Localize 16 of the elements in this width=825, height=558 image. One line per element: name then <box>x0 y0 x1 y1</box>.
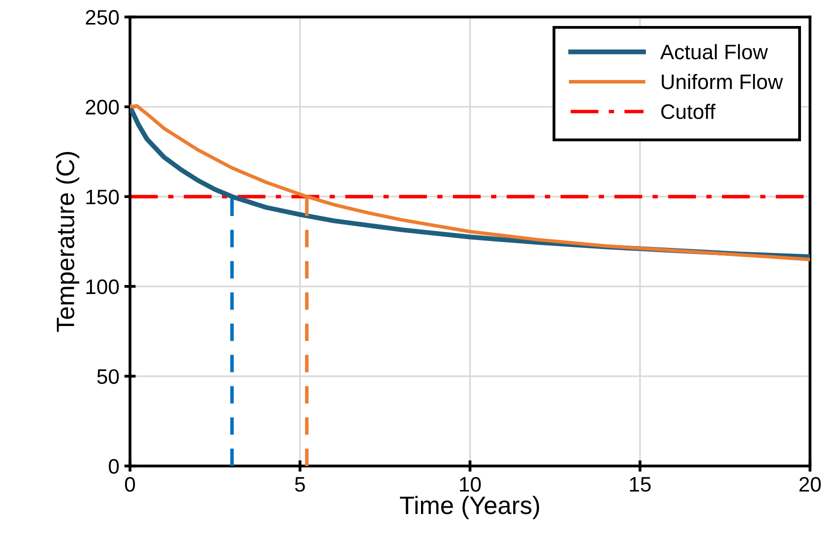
y-axis-title: Temperature (C) <box>56 152 80 332</box>
y-tick-label: 150 <box>86 190 119 204</box>
x-tick-label: 10 <box>460 476 481 492</box>
x-tick-label: 20 <box>799 476 821 492</box>
y-tick-label: 0 <box>108 459 119 474</box>
legend-label: Uniform Flow <box>662 74 783 90</box>
legend-label: Actual Flow <box>660 44 768 60</box>
legend-label: Cutoff <box>661 104 716 120</box>
y-tick-label: 250 <box>86 10 119 25</box>
y-tick-label: 200 <box>86 100 119 115</box>
x-tick-label: 5 <box>295 477 305 492</box>
x-tick-label: 0 <box>125 476 135 492</box>
y-tick-label: 100 <box>86 279 119 294</box>
x-tick-label: 15 <box>630 477 651 492</box>
x-axis-title: Time (Years) <box>400 496 540 520</box>
y-tick-label: 50 <box>97 369 119 384</box>
